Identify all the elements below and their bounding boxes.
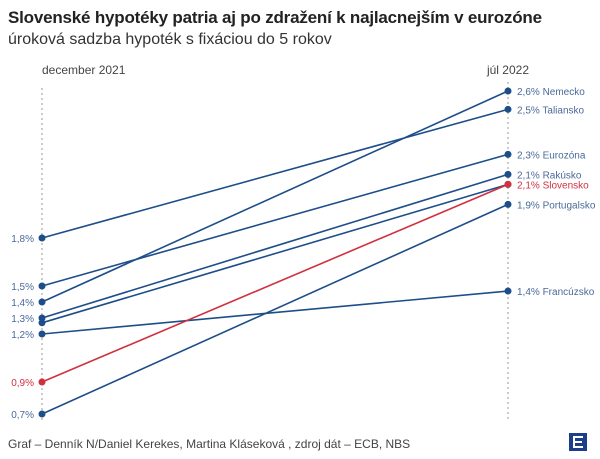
column-label-right: júl 2022 (486, 63, 529, 77)
start-point-rakúsko (38, 314, 46, 322)
series-line-francúzsko (41, 290, 509, 335)
start-point-unlabeled (38, 319, 46, 327)
series-line-rakúsko (41, 173, 509, 319)
end-point-portugalsko (504, 200, 512, 208)
column-label-left: december 2021 (42, 63, 126, 77)
start-label-taliansko: 1,8% (11, 234, 34, 245)
brand-logo-icon (569, 433, 587, 451)
chart-title: Slovenské hypotéky patria aj po zdražení… (8, 8, 542, 27)
end-label-rakúsko: 2,1% Rakúsko (517, 170, 582, 181)
start-point-nemecko (38, 298, 46, 306)
footer-credit: Graf – Denník N/Daniel Kerekes, Martina … (8, 437, 411, 451)
start-point-francúzsko (38, 330, 46, 338)
end-point-rakúsko (504, 170, 512, 178)
chart-subtitle: úroková sadzba hypoték s fixáciou do 5 r… (8, 31, 332, 48)
series-line-unlabeled (41, 183, 509, 324)
start-point-portugalsko (38, 410, 46, 418)
series-line-nemecko (41, 90, 509, 303)
start-label-nemecko: 1,4% (11, 298, 34, 309)
end-label-nemecko: 2,6% Nemecko (517, 87, 585, 98)
start-label-rakúsko: 1,3% (11, 314, 34, 325)
start-point-slovensko (38, 378, 46, 386)
start-point-taliansko (38, 234, 46, 242)
start-label-francúzsko: 1,2% (11, 330, 34, 341)
end-point-nemecko (504, 87, 512, 95)
end-point-slovensko (504, 180, 512, 188)
end-point-francúzsko (504, 287, 512, 295)
start-label-portugalsko: 0,7% (11, 410, 34, 421)
end-label-slovensko: 2,1% Slovensko (517, 180, 589, 191)
end-label-eurozóna: 2,3% Eurozóna (517, 150, 586, 161)
start-label-slovensko: 0,9% (11, 378, 34, 389)
end-label-taliansko: 2,5% Taliansko (517, 105, 585, 116)
end-label-francúzsko: 1,4% Francúzsko (517, 287, 595, 298)
series-line-eurozóna (41, 153, 509, 287)
series-line-slovensko (41, 183, 509, 383)
series-line-portugalsko (41, 203, 509, 415)
end-point-eurozóna (504, 150, 512, 158)
start-point-eurozóna (38, 282, 46, 290)
end-label-portugalsko: 1,9% Portugalsko (517, 200, 596, 211)
start-label-eurozóna: 1,5% (11, 282, 34, 293)
end-point-taliansko (504, 105, 512, 113)
series-line-taliansko (41, 108, 509, 239)
